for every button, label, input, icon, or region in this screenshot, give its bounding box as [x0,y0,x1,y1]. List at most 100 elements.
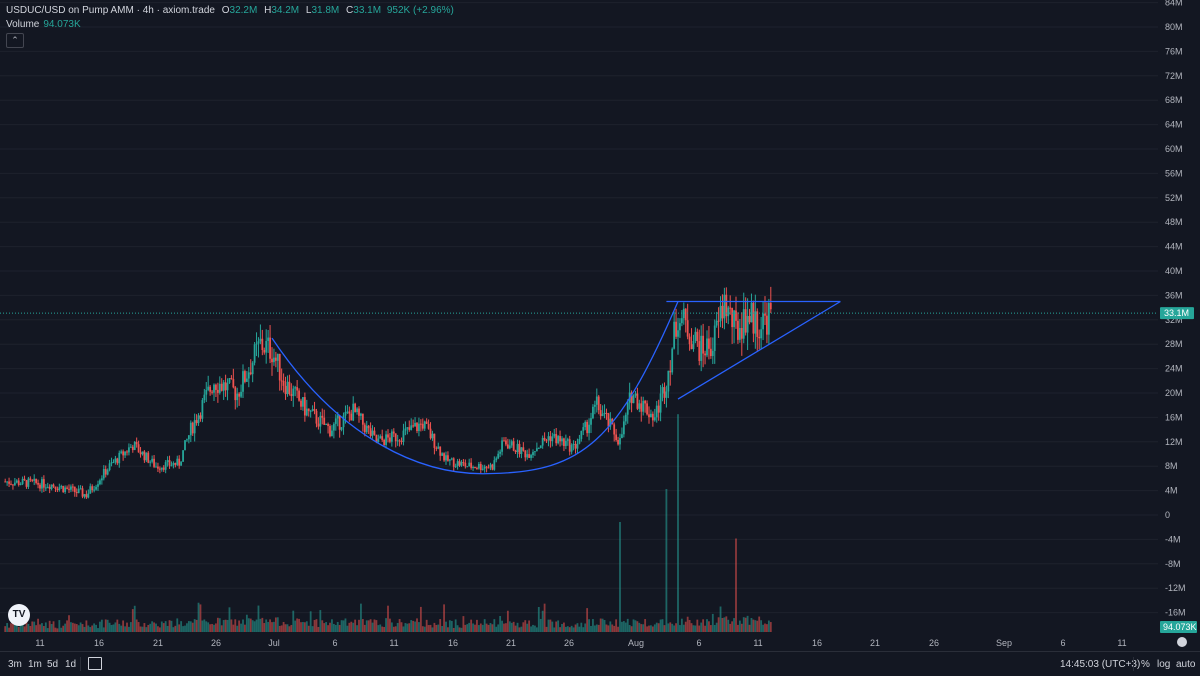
volume-bar [327,625,329,632]
low-value: 31.8M [311,5,340,16]
candle-body [302,397,304,407]
time-axis[interactable]: 11 16 21 26 Jul 6 11 16 21 26 Aug 6 11 16 21 26 Sep 6 11 [35,638,1126,648]
candle-body [754,311,757,334]
volume-value: 94.073K [43,19,81,30]
symbol-title[interactable]: USDUC/USD on Pump AMM · 4h · axiom.trade [6,5,215,16]
volume-bar [352,622,355,632]
candle-body [561,438,563,442]
candle-body [626,402,629,415]
chevron-up-icon[interactable]: ⌃ [6,33,24,48]
volume-bar [443,604,445,632]
candle-body [12,484,14,486]
price-axis[interactable]: 84M 80M 76M 72M 68M 64M 60M 56M 52M 48M 44M 40M 36M 3… [1165,0,1186,618]
percent-toggle[interactable]: % [1141,659,1150,670]
volume-bar [178,624,181,632]
range-3m-button[interactable]: 3m [8,659,22,670]
volume-bar [160,621,163,632]
cup-arc-drawing[interactable] [271,301,679,475]
candlesticks[interactable] [4,286,772,499]
volume-bar [539,618,542,632]
volume-bar [17,626,20,632]
candle-body [740,327,743,339]
range-1d-button[interactable]: 1d [65,659,77,670]
volume-bar [274,617,277,632]
volume-bar [532,624,534,632]
volume-bar [166,625,169,632]
volume-bar [522,622,525,632]
candle-body [493,460,496,470]
volume-bar [126,622,128,632]
candle-body [392,431,395,434]
candle-body [731,308,734,328]
candle-body [630,392,633,404]
range-5d-button[interactable]: 5d [47,659,59,670]
log-toggle[interactable]: log [1157,659,1171,670]
volume-bar [6,623,9,632]
volume-bar [489,623,492,632]
symbol-legend[interactable]: USDUC/USD on Pump AMM · 4h · axiom.trade… [6,4,454,17]
volume-bar [120,625,123,632]
candle-body [530,455,532,458]
candle-body [205,389,208,395]
volume-bar [530,626,532,632]
candle-body [334,418,337,424]
volume-bar [292,610,295,632]
volume-bar [336,621,339,632]
volume-bar [187,621,190,632]
tradingview-logo-icon[interactable]: TV [8,604,30,626]
candle-body [696,331,699,342]
calendar-arrow-icon[interactable] [88,657,102,670]
candle-body [257,341,260,344]
chart-settings-icon[interactable] [1177,637,1187,647]
volume-bar [644,619,647,632]
volume-bar [315,619,318,632]
volume-bar [97,628,99,632]
candle-body [593,404,596,407]
volume-bar [421,626,424,632]
toolbar-divider [1133,657,1134,671]
candle-body [622,421,625,435]
volume-bar [118,623,121,632]
candle-body [657,405,660,413]
chart-canvas[interactable]: 84M80M76M72M68M64M60M56M52M48M44M40M36M3… [0,0,1200,651]
volume-bar [389,618,391,632]
candle-body [510,441,513,446]
volume-bar [56,628,59,632]
candle-body [66,487,68,489]
volume-bar [100,619,103,632]
volume-bar [414,621,416,632]
candle-body [331,430,333,437]
candle-body [147,452,150,463]
cup-and-handle-drawings[interactable] [271,300,841,475]
volume-bar [404,623,407,632]
volume-bar [472,623,474,632]
volume-bar [247,618,250,632]
range-1m-button[interactable]: 1m [28,659,42,670]
volume-bar [661,619,664,632]
ascending-support-line-drawing[interactable] [677,300,841,400]
candle-body [615,434,618,441]
time-tick-label: 26 [211,638,221,648]
auto-toggle[interactable]: auto [1176,659,1196,670]
volume-bar [363,624,366,632]
candle-body [352,403,355,421]
volume-bar [704,625,706,632]
volume-bar [613,625,616,632]
price-tick-label: -8M [1165,559,1181,569]
candle-body [423,421,426,429]
volume-bar [135,619,138,632]
candle-body [466,466,469,468]
candle-body [470,462,473,468]
volume-bar [358,619,360,632]
price-tick-label: 32M [1165,315,1183,325]
clock-timezone[interactable]: 14:45:03 (UTC+3) [1060,659,1141,670]
volume-bar [454,619,457,632]
candle-body [215,384,217,390]
candle-body [220,383,223,391]
candle-body [27,478,30,487]
volume-legend[interactable]: Volume 94.073K [6,19,81,30]
volume-bar [431,627,434,632]
candle-body [389,437,391,442]
candle-body [342,415,345,428]
candle-body [149,461,152,463]
